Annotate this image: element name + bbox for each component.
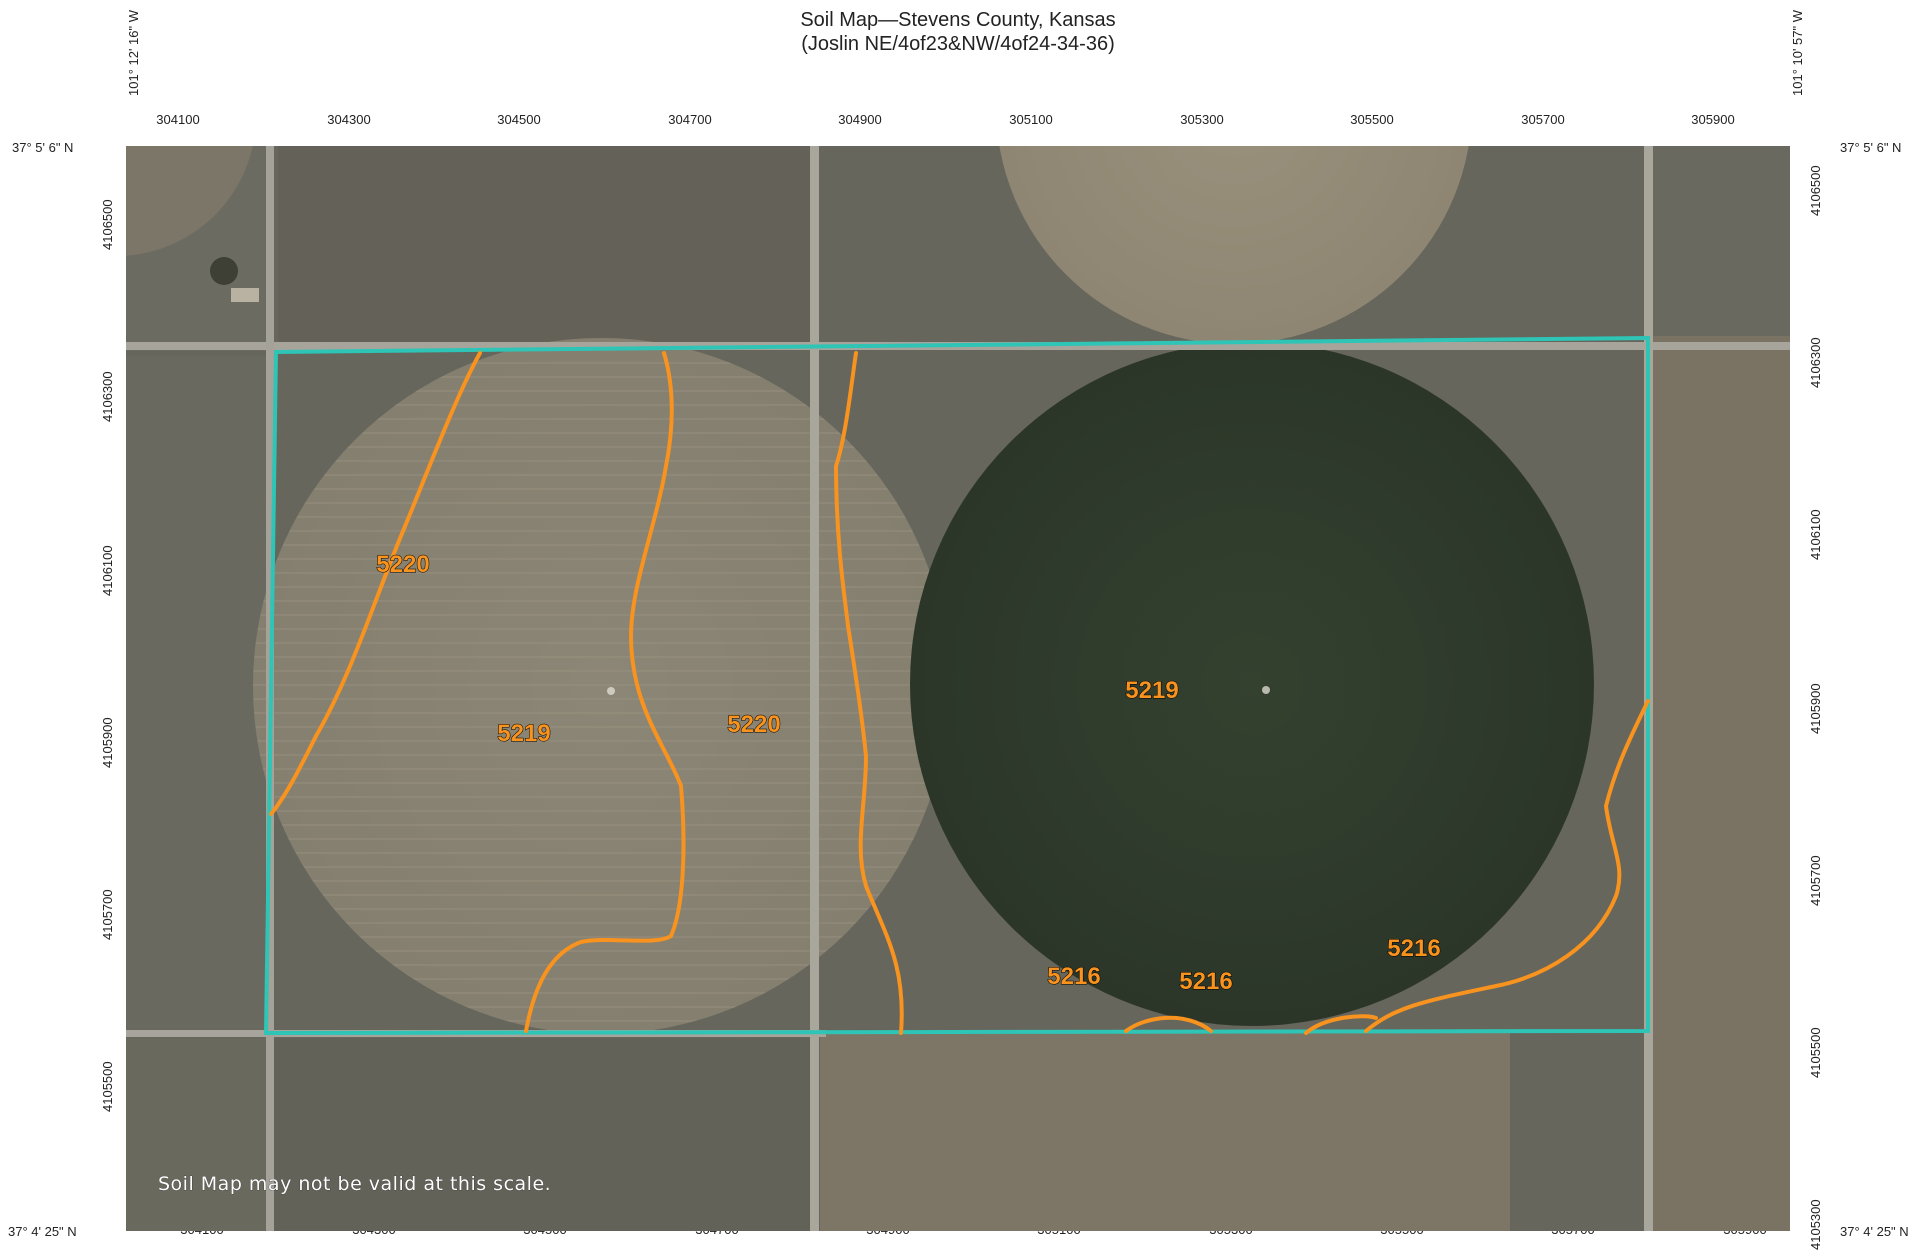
soil-unit-lines: [269, 351, 1650, 1035]
field-sw-west: [126, 356, 266, 1031]
map-title-line1: Soil Map—Stevens County, Kansas: [800, 9, 1116, 31]
northing-left-tick: 4106100: [100, 545, 115, 596]
easting-top-tick: 304500: [497, 112, 541, 127]
farmstead-building: [231, 288, 259, 302]
pivot-circle-top-left: [126, 146, 253, 256]
latitude-bottom-right-label: 37° 4' 25" N: [1840, 1224, 1909, 1239]
map-unit-label[interactable]: 5220: [727, 711, 781, 739]
field-n-center: [278, 146, 810, 342]
northing-left-tick: 4106500: [100, 199, 115, 250]
pivot-circle-east: [910, 342, 1594, 1026]
latitude-bottom-left-label: 37° 4' 25" N: [8, 1224, 77, 1239]
easting-top-tick: 305100: [1009, 112, 1053, 127]
easting-top-tick: 305700: [1521, 112, 1565, 127]
easting-top-tick: 304900: [838, 112, 882, 127]
aoi-boundary: [263, 335, 1650, 1036]
easting-top-tick: 305900: [1691, 112, 1735, 127]
field-ne: [1652, 146, 1790, 336]
northing-left-tick: 4105500: [100, 1061, 115, 1112]
northing-right-tick: 4106300: [1808, 337, 1823, 388]
northing-left-tick: 4105900: [100, 717, 115, 768]
scale-warning: Soil Map may not be valid at this scale.: [158, 1173, 551, 1195]
field-bottom-east: [820, 1032, 1510, 1231]
northing-left-tick: 4105700: [100, 889, 115, 940]
farmstead-trees: [210, 257, 238, 285]
easting-top-tick: 305500: [1350, 112, 1394, 127]
map-unit-label[interactable]: 5219: [497, 720, 551, 748]
map-unit-label[interactable]: 5216: [1047, 963, 1101, 991]
latitude-top-left-label: 37° 5' 6" N: [12, 140, 74, 155]
pivot-circle-west-stripes: [253, 338, 949, 1034]
map-unit-label[interactable]: 5216: [1179, 968, 1233, 996]
northing-right-tick: 4105900: [1808, 683, 1823, 734]
road-vertical-center: [810, 146, 819, 1231]
map-title-line2: (Joslin NE/4of23&NW/4of24-34-36): [801, 33, 1115, 55]
northing-right-tick: 4106100: [1808, 509, 1823, 560]
pivot-center-west: [607, 687, 615, 695]
pivot-circle-top-right: [999, 146, 1469, 344]
aerial-imagery[interactable]: 5220 5219 5220 5219 5216 5216 5216 Soil …: [126, 146, 1790, 1231]
map-title: Soil Map—Stevens County, Kansas (Joslin …: [0, 8, 1916, 56]
easting-top-tick: 304100: [156, 112, 200, 127]
northing-left-tick: 4106300: [100, 371, 115, 422]
northing-right-tick: 4105300: [1808, 1199, 1823, 1250]
map-canvas[interactable]: 5220 5219 5220 5219 5216 5216 5216 Soil …: [126, 146, 1790, 1231]
pivot-center-east: [1262, 686, 1270, 694]
field-right-strip: [1652, 336, 1790, 1231]
map-unit-label[interactable]: 5219: [1125, 677, 1179, 705]
longitude-left-label: 101° 12' 16" W: [126, 9, 141, 96]
northing-right-tick: 4105700: [1808, 855, 1823, 906]
latitude-top-right-label: 37° 5' 6" N: [1840, 140, 1902, 155]
easting-top-tick: 304300: [327, 112, 371, 127]
field-bottom-west: [126, 1038, 268, 1231]
easting-top-tick: 305300: [1180, 112, 1224, 127]
northing-right-tick: 4105500: [1808, 1027, 1823, 1078]
easting-top-tick: 304700: [668, 112, 712, 127]
map-unit-label[interactable]: 5220: [376, 551, 430, 579]
longitude-right-label: 101° 10' 57" W: [1790, 9, 1805, 96]
map-unit-label[interactable]: 5216: [1387, 935, 1441, 963]
field-bottom-center: [274, 1038, 816, 1231]
northing-right-tick: 4106500: [1808, 165, 1823, 216]
